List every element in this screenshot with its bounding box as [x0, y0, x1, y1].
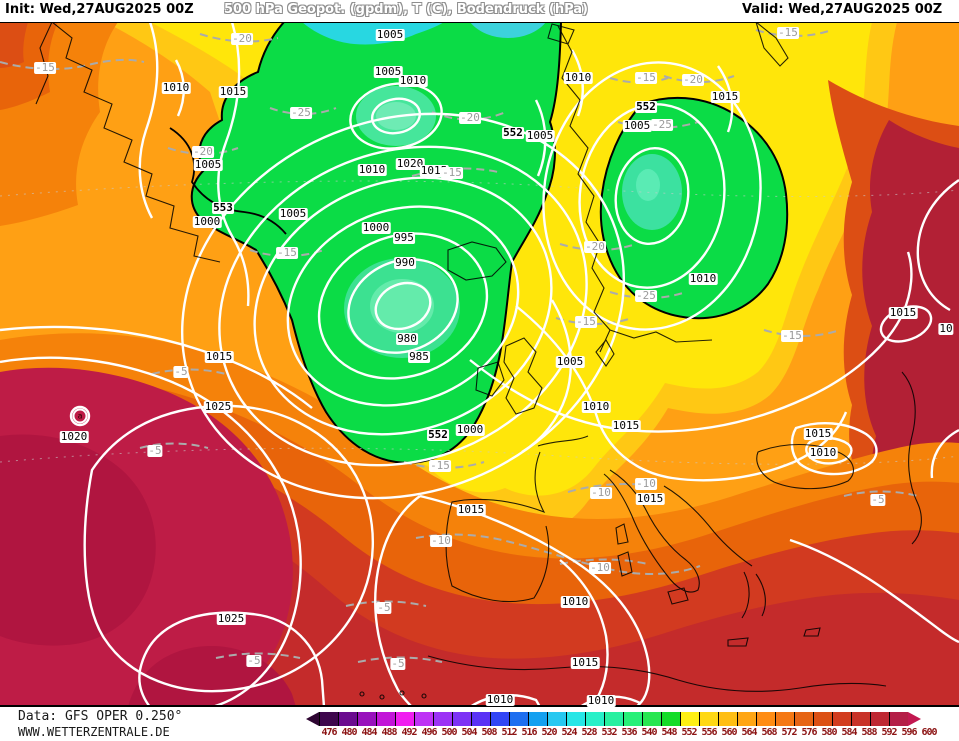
- colorbar-tick-label: 488: [381, 727, 397, 738]
- colorbar-tick-label: 564: [741, 727, 757, 738]
- colorbar-segment: [870, 712, 889, 726]
- colorbar-segment: [585, 712, 604, 726]
- colorbar-tick-label: 536: [621, 727, 637, 738]
- colorbar-tick-label: 580: [821, 727, 837, 738]
- colorbar-segment: [414, 712, 433, 726]
- colorbar-segment: [433, 712, 452, 726]
- colorbar-segment: [832, 712, 851, 726]
- height-field: [0, 23, 959, 705]
- colorbar-tick-label: 480: [341, 727, 357, 738]
- colorbar-tick-label: 476: [321, 727, 337, 738]
- colorbar-tick-label: 600: [921, 727, 937, 738]
- weather-map: [0, 22, 959, 707]
- colorbar-segment: [395, 712, 414, 726]
- colorbar-segment: [851, 712, 870, 726]
- colorbar-tick-label: 588: [861, 727, 877, 738]
- colorbar-segment: [490, 712, 509, 726]
- colorbar: [306, 712, 921, 726]
- colorbar-tick-label: 572: [781, 727, 797, 738]
- map-title: 500 hPa Geopot. (gpdm), T (C), Bodendruc…: [224, 2, 588, 17]
- colorbar-tick-label: 500: [441, 727, 457, 738]
- colorbar-segment: [547, 712, 566, 726]
- colorbar-segment: [338, 712, 357, 726]
- colorbar-tick-label: 492: [401, 727, 417, 738]
- colorbar-arrow-right: [908, 712, 921, 726]
- colorbar-tick-label: 576: [801, 727, 817, 738]
- map-canvas: [0, 23, 959, 705]
- colorbar-arrow-left: [306, 712, 319, 726]
- colorbar-segment: [376, 712, 395, 726]
- colorbar-segment: [756, 712, 775, 726]
- colorbar-segment: [775, 712, 794, 726]
- colorbar-segment: [623, 712, 642, 726]
- colorbar-segment: [737, 712, 756, 726]
- colorbar-tick-label: 532: [601, 727, 617, 738]
- colorbar-tick-label: 548: [661, 727, 677, 738]
- colorbar-segment: [642, 712, 661, 726]
- colorbar-tick-label: 484: [361, 727, 377, 738]
- colorbar-segment: [509, 712, 528, 726]
- colorbar-tick-label: 520: [541, 727, 557, 738]
- colorbar-segment: [889, 712, 908, 726]
- colorbar-segment: [794, 712, 813, 726]
- colorbar-segment: [528, 712, 547, 726]
- colorbar-segment: [471, 712, 490, 726]
- colorbar-tick-label: 596: [901, 727, 917, 738]
- init-time-label: Init: Wed,27AUG2025 00Z: [5, 2, 194, 17]
- website-label: WWW.WETTERZENTRALE.DE: [18, 725, 170, 739]
- colorbar-tick-label: 540: [641, 727, 657, 738]
- colorbar-segment: [813, 712, 832, 726]
- colorbar-tick-label: 592: [881, 727, 897, 738]
- colorbar-segment: [319, 712, 338, 726]
- colorbar-segment: [661, 712, 680, 726]
- data-source-label: Data: GFS OPER 0.250°: [18, 709, 183, 724]
- colorbar-tick-label: 552: [681, 727, 697, 738]
- colorbar-segment: [357, 712, 376, 726]
- colorbar-segment: [718, 712, 737, 726]
- colorbar-tick-label: 560: [721, 727, 737, 738]
- colorbar-tick-labels: 476 480 484 488 492 496 500 504 508 512 516 520 524 5…: [319, 727, 939, 738]
- colorbar-tick-label: 524: [561, 727, 577, 738]
- colorbar-tick-label: 584: [841, 727, 857, 738]
- colorbar-segment: [452, 712, 471, 726]
- colorbar-segment: [566, 712, 585, 726]
- colorbar-tick-label: 504: [461, 727, 477, 738]
- colorbar-segment: [699, 712, 718, 726]
- colorbar-tick-label: 556: [701, 727, 717, 738]
- colorbar-segment: [604, 712, 623, 726]
- header: Init: Wed,27AUG2025 00Z 500 hPa Geopot. …: [0, 0, 959, 22]
- colorbar-segment: [680, 712, 699, 726]
- colorbar-tick-label: 508: [481, 727, 497, 738]
- colorbar-tick-label: 496: [421, 727, 437, 738]
- colorbar-tick-label: 516: [521, 727, 537, 738]
- colorbar-tick-label: 568: [761, 727, 777, 738]
- valid-time-label: Valid: Wed,27AUG2025 00Z: [742, 2, 943, 17]
- colorbar-tick-label: 512: [501, 727, 517, 738]
- colorbar-tick-label: 528: [581, 727, 597, 738]
